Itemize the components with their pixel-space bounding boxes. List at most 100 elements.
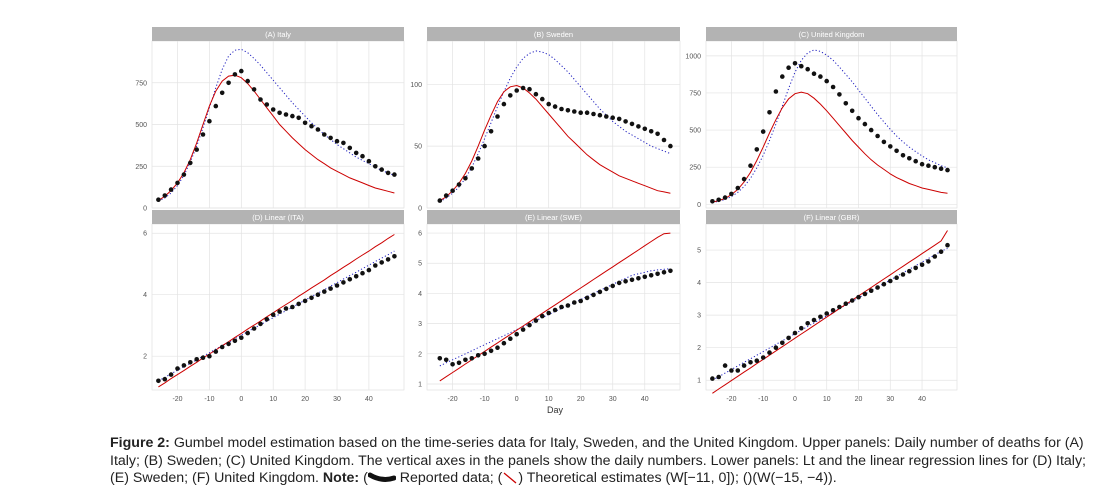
reported-point xyxy=(527,86,532,92)
reported-point xyxy=(258,97,263,102)
reported-point xyxy=(584,295,590,301)
reported-point xyxy=(328,286,333,291)
reported-point xyxy=(856,115,861,121)
reported-point xyxy=(767,110,772,115)
reported-point xyxy=(456,360,462,366)
x-tick-label: 30 xyxy=(333,396,341,403)
x-tick-label: 10 xyxy=(823,396,831,403)
y-tick-label: 3 xyxy=(418,321,422,328)
x-tick-label: 30 xyxy=(609,396,617,403)
reported-point xyxy=(200,355,206,361)
reported-point xyxy=(888,278,893,284)
reported-point xyxy=(315,127,321,132)
panel-strip xyxy=(427,210,680,224)
reported-point xyxy=(194,147,199,152)
reported-legend-icon xyxy=(367,472,396,483)
x-tick-label: 10 xyxy=(545,396,553,403)
reported-point xyxy=(162,193,168,198)
reported-point xyxy=(786,335,791,341)
y-tick-label: 6 xyxy=(418,231,422,238)
theoretical-legend-icon xyxy=(503,472,517,484)
reported-point xyxy=(251,87,257,92)
reported-point xyxy=(629,121,635,127)
reported-point xyxy=(508,93,513,98)
caption-text: Gumbel model estimation based on the tim… xyxy=(110,435,1086,486)
reported-point xyxy=(780,74,785,79)
y-tick-label: 2 xyxy=(697,345,701,352)
reported-point xyxy=(926,163,931,168)
reported-point xyxy=(754,358,760,364)
reported-point xyxy=(735,368,741,373)
reported-point xyxy=(508,336,513,342)
panel-b: (B) Sweden 0 50 100 xyxy=(410,27,681,213)
reported-point xyxy=(309,123,314,129)
reported-point xyxy=(341,280,346,285)
reported-point xyxy=(366,158,372,164)
reported-point xyxy=(226,80,231,86)
reported-point xyxy=(945,167,950,173)
reported-point xyxy=(232,72,238,77)
reported-point xyxy=(385,257,391,262)
reported-point xyxy=(322,132,327,137)
reported-point xyxy=(648,273,654,278)
x-tick-label: 0 xyxy=(239,396,243,403)
reported-point xyxy=(875,133,880,139)
reported-point xyxy=(443,357,449,363)
reported-point xyxy=(188,160,193,166)
x-tick-label: -10 xyxy=(758,396,768,403)
reported-point xyxy=(722,363,728,368)
x-tick-label: 40 xyxy=(365,396,373,403)
reported-point xyxy=(328,135,333,141)
reported-point xyxy=(623,279,628,284)
theoretical-line-red xyxy=(712,230,948,394)
y-tick-label: 1000 xyxy=(685,53,701,60)
reported-point xyxy=(591,292,596,298)
reported-point xyxy=(162,376,168,382)
reported-point xyxy=(475,353,481,358)
panel-strip xyxy=(706,210,957,224)
reported-point xyxy=(533,318,539,323)
reported-point xyxy=(540,313,545,319)
reported-point xyxy=(463,176,468,181)
reported-point xyxy=(849,298,855,303)
reported-point xyxy=(258,321,263,327)
y-tick-label: 4 xyxy=(418,291,422,298)
reported-point xyxy=(559,304,564,310)
panel-title: (E) Linear (SWE) xyxy=(525,213,583,222)
reported-point xyxy=(565,108,571,113)
reported-point xyxy=(546,310,551,316)
reported-point xyxy=(232,338,238,344)
reported-point xyxy=(168,372,174,377)
reported-point xyxy=(270,107,276,112)
reported-point xyxy=(938,166,944,171)
reported-point xyxy=(913,265,918,271)
reported-point xyxy=(792,330,798,336)
reported-point xyxy=(572,300,577,305)
reported-point xyxy=(668,143,673,149)
reported-point xyxy=(913,158,918,164)
reported-point xyxy=(194,357,199,362)
x-tick-label: -10 xyxy=(204,396,214,403)
reported-point xyxy=(379,167,385,172)
reported-point xyxy=(773,345,779,351)
reported-point xyxy=(482,351,487,357)
reported-point xyxy=(932,254,938,259)
reported-point xyxy=(277,110,282,116)
reported-point xyxy=(341,140,346,146)
reported-point xyxy=(277,309,282,314)
reported-point xyxy=(437,356,443,361)
reported-point xyxy=(754,147,760,152)
reported-point xyxy=(856,294,861,300)
reported-point xyxy=(868,127,874,133)
y-tick-label: 4 xyxy=(697,280,701,287)
y-tick-label: 1 xyxy=(697,378,701,385)
reported-point xyxy=(392,253,397,259)
reported-point xyxy=(188,360,193,365)
reported-point xyxy=(264,102,270,107)
panel-strip xyxy=(427,27,680,41)
reported-point xyxy=(501,340,507,346)
reported-point xyxy=(207,118,212,124)
reported-point xyxy=(495,345,500,351)
reported-point xyxy=(668,268,673,274)
reported-point xyxy=(283,306,289,311)
